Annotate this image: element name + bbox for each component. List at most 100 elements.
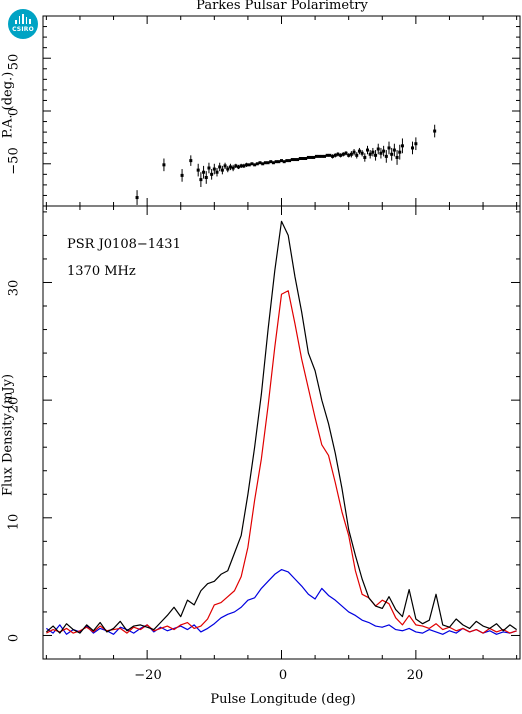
pa-point: [274, 160, 278, 164]
pa-point: [228, 165, 232, 169]
pa-point: [333, 153, 337, 157]
pa-point: [180, 173, 184, 177]
pa-point: [215, 170, 219, 174]
pa-point: [306, 155, 310, 159]
flux-ytick-label-10: 10: [7, 514, 22, 531]
pa-panel-frame: [42, 15, 521, 207]
pa-point: [189, 159, 193, 163]
pa-point: [239, 164, 243, 168]
pa-point: [288, 159, 292, 163]
csiro-logo: CSIRO: [8, 9, 38, 39]
pa-point: [226, 167, 230, 171]
pa-point: [317, 154, 321, 158]
pa-point: [245, 163, 249, 167]
pa-point: [322, 154, 326, 158]
pa-point: [309, 155, 313, 159]
pa-point: [314, 154, 318, 158]
flux-xtick-label-20: 20: [407, 668, 424, 683]
pa-point: [231, 166, 235, 170]
pa-point: [363, 155, 367, 159]
pa-point: [368, 152, 372, 156]
pa-point: [371, 150, 375, 154]
pa-point: [301, 157, 305, 160]
pa-point: [277, 160, 281, 164]
pa-point: [398, 150, 402, 154]
pa-point: [293, 158, 297, 162]
pa-point: [242, 164, 246, 168]
pa-point: [247, 163, 251, 167]
pa-point: [212, 167, 216, 171]
pa-point: [365, 148, 369, 152]
csiro-logo-text: CSIRO: [12, 26, 34, 33]
pa-point: [347, 153, 351, 157]
pa-point: [341, 152, 345, 156]
frequency-annotation: 1370 MHz: [67, 264, 136, 279]
pa-point: [207, 166, 211, 170]
pa-point: [395, 155, 399, 159]
flux-x-axis-label: Pulse Longitude (deg): [210, 692, 355, 707]
pa-point: [320, 154, 324, 158]
pa-point: [285, 159, 289, 163]
pa-point: [360, 151, 364, 155]
pa-point: [414, 142, 418, 146]
pa-point: [352, 150, 356, 154]
pa-data-points: [135, 124, 437, 205]
pa-point: [384, 154, 388, 158]
pa-point: [355, 153, 359, 157]
pa-point: [135, 196, 139, 200]
flux-xtick-label-0: 0: [279, 668, 287, 683]
pa-point: [253, 163, 257, 167]
pa-point: [298, 157, 302, 160]
pa-point: [255, 162, 259, 166]
pa-point: [269, 160, 273, 164]
pa-point: [223, 164, 227, 168]
pa-ytick-label-neg50: −50: [7, 147, 22, 174]
pa-point: [250, 162, 254, 166]
total-intensity-line: [45, 220, 517, 634]
pa-point: [328, 153, 332, 157]
pa-point: [374, 153, 378, 157]
pa-point: [349, 152, 353, 156]
pa-point: [204, 176, 208, 179]
pa-point: [199, 178, 203, 182]
chart-title: Parkes Pulsar Polarimetry: [196, 0, 368, 13]
flux-ytick-label-20: 20: [7, 397, 22, 414]
pa-point: [196, 168, 200, 172]
pa-point: [280, 159, 283, 163]
pa-y-axis-label: P.A. (deg.): [1, 72, 16, 139]
csiro-logo-mark: [15, 14, 31, 24]
pa-ytick-label-50: 50: [7, 54, 22, 71]
pa-point: [336, 152, 340, 156]
pa-point: [210, 172, 214, 176]
pa-point: [433, 129, 437, 133]
pa-point: [290, 158, 294, 162]
pa-point: [339, 153, 343, 157]
pa-ytick-label-0: 0: [7, 108, 22, 116]
flux-series-lines: [45, 220, 517, 635]
flux-ytick-label-30: 30: [7, 280, 22, 297]
pa-point: [261, 162, 265, 166]
pa-point: [234, 164, 238, 168]
pa-point: [325, 153, 329, 157]
pa-point: [237, 165, 241, 169]
pa-point: [379, 151, 383, 155]
pa-point: [376, 147, 380, 151]
pa-point: [282, 160, 286, 164]
linear-polarization-line: [46, 290, 517, 634]
pa-point: [344, 151, 348, 155]
flux-xtick-label-neg20: −20: [134, 668, 161, 683]
pa-point: [263, 161, 267, 165]
pa-point: [312, 155, 316, 159]
pa-point: [390, 152, 394, 156]
pa-point: [218, 165, 222, 169]
pa-point: [331, 154, 335, 158]
psr-name-annotation: PSR J0108−1431: [67, 237, 181, 252]
pa-point: [357, 149, 361, 153]
flux-ytick-label-0: 0: [7, 634, 22, 642]
pa-point: [162, 163, 166, 167]
pa-point: [271, 161, 275, 165]
pa-point: [296, 158, 300, 162]
pa-point: [258, 161, 262, 165]
flux-axis-ticks: [43, 206, 520, 659]
pa-point: [411, 146, 415, 150]
